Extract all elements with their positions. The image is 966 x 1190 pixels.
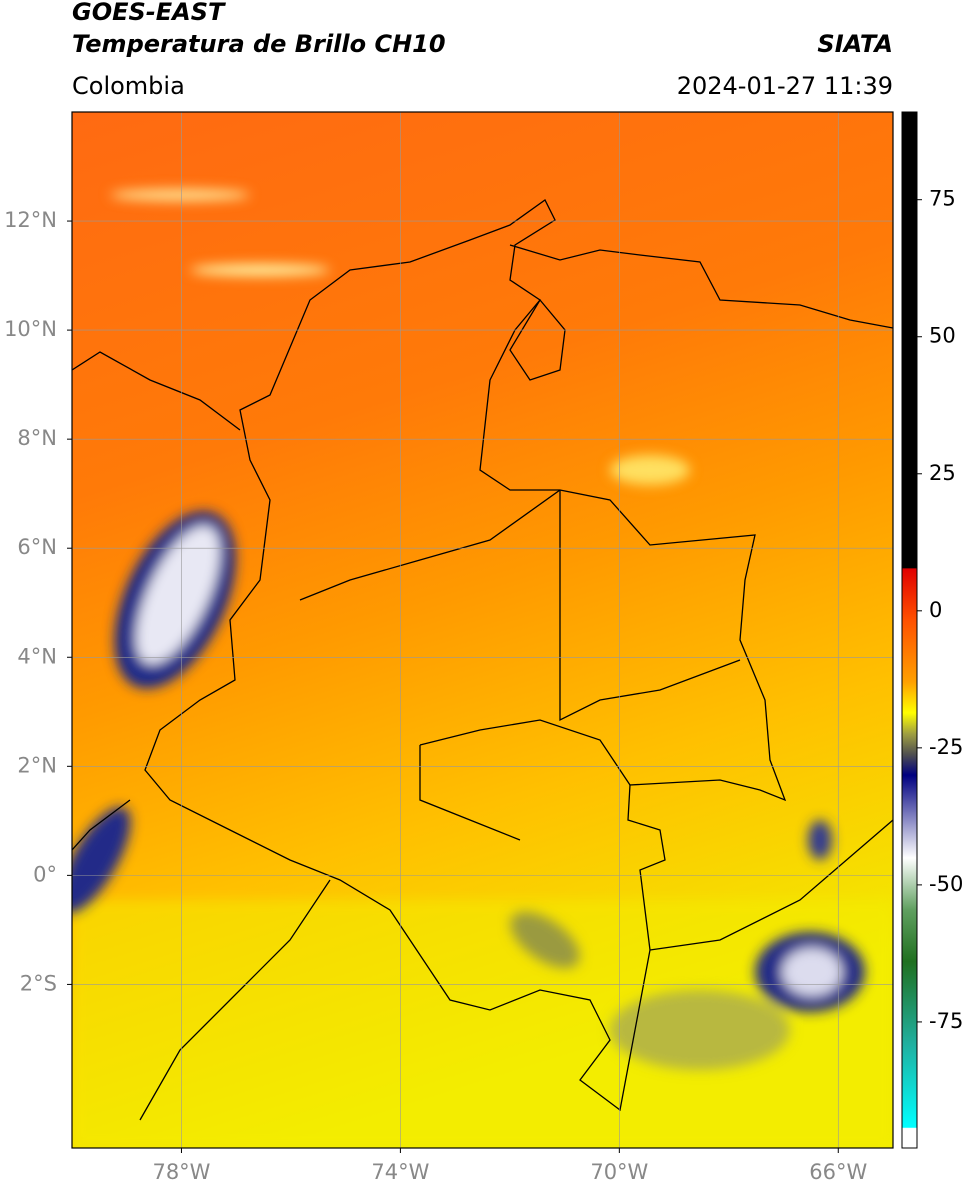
colorbar-tick-label: 0 bbox=[929, 598, 942, 622]
cloud-tops bbox=[72, 189, 865, 1070]
source-label: SIATA bbox=[817, 30, 893, 58]
map-frame bbox=[71, 111, 894, 1149]
map-image bbox=[72, 112, 893, 1148]
lon-tick-label: 66°W bbox=[809, 1160, 867, 1184]
colorbar-tick-label: 75 bbox=[929, 187, 956, 211]
lat-tick-label: 4°N bbox=[17, 644, 57, 668]
satellite-title: GOES-EAST bbox=[72, 0, 226, 26]
lon-tick-label: 78°W bbox=[152, 1160, 210, 1184]
timestamp: 2024-01-27 11:39 bbox=[677, 72, 893, 100]
product-title: Temperatura de Brillo CH10 bbox=[72, 30, 446, 58]
colorbar-tick-label: 50 bbox=[929, 324, 956, 348]
lat-tick-label: 8°N bbox=[17, 426, 57, 450]
graticule bbox=[72, 112, 893, 1148]
lon-tick-label: 74°W bbox=[371, 1160, 429, 1184]
lat-tick-label: 2°N bbox=[17, 753, 57, 777]
colorbar-tick-label: 25 bbox=[929, 461, 956, 485]
lat-tick-label: 6°N bbox=[17, 535, 57, 559]
colorbar bbox=[901, 111, 918, 1149]
colorbar-tick-label: -75 bbox=[929, 1009, 963, 1033]
lat-tick-label: 12°N bbox=[4, 208, 57, 232]
lon-tick-label: 70°W bbox=[590, 1160, 648, 1184]
region-label: Colombia bbox=[72, 72, 185, 100]
colorbar-tick-label: -25 bbox=[929, 735, 963, 759]
lat-tick-label: 0° bbox=[33, 862, 57, 886]
lat-tick-label: 10°N bbox=[4, 317, 57, 341]
lat-tick-label: 2°S bbox=[20, 971, 57, 995]
borders bbox=[72, 199, 893, 1121]
colorbar-tick-label: -50 bbox=[929, 872, 963, 896]
